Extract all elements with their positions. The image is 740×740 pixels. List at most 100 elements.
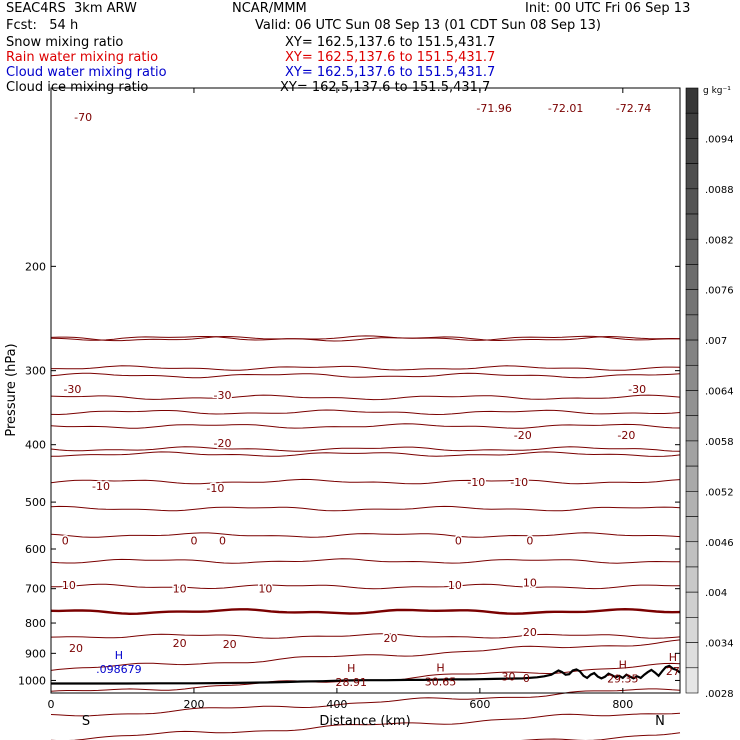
high-marker: H <box>619 659 627 672</box>
colorbar-label: .0052 <box>705 487 734 498</box>
contour-label: 0 <box>455 534 462 547</box>
y-tick-label: 700 <box>25 583 46 596</box>
colorbar-swatch <box>685 138 699 164</box>
colorbar-swatch <box>685 591 699 618</box>
contour-line-10 <box>50 639 681 671</box>
y-tick-label: 200 <box>25 260 46 273</box>
colorbar-swatch <box>685 213 699 240</box>
contour-label: 20 <box>69 642 83 655</box>
contour-line--15 <box>50 532 681 538</box>
contour-label: 0 <box>523 672 530 685</box>
contour-line--5 <box>51 583 681 590</box>
colorbar-swatch <box>685 390 699 417</box>
colorbar-label: .0058 <box>705 437 734 448</box>
contour-line--45 <box>51 365 681 371</box>
contour-line--30 <box>50 451 681 457</box>
x-tick-label: 0 <box>48 698 55 711</box>
contour-label: -30 <box>628 383 646 396</box>
y-tick-label: 1000 <box>18 674 46 687</box>
y-axis-title: Pressure (hPa) <box>4 343 19 436</box>
contour-line--65 <box>50 409 681 416</box>
contour-label: 10 <box>448 579 462 592</box>
contour-label: -71.96 <box>476 102 511 115</box>
contour-label: -10 <box>92 480 110 493</box>
colorbar: .0094 .0088 .0082 .0076 .007 .0064 .0058 .0052.… <box>685 87 734 700</box>
contour-line-0 <box>50 607 681 616</box>
high-marker: H <box>347 662 355 675</box>
high-value-label: 27 <box>666 665 680 678</box>
contour-line--70 <box>50 446 681 452</box>
contour-label: 10 <box>258 583 272 596</box>
contour-label: 20 <box>384 632 398 645</box>
field-snow-name: Snow mixing ratio <box>6 35 124 50</box>
contour-label: 10 <box>173 583 187 596</box>
colorbar-swatch <box>685 440 699 467</box>
terrain-layer <box>51 664 681 685</box>
contour-label: 0 <box>526 534 533 547</box>
contour-line--35 <box>50 423 681 429</box>
x-start-label: S <box>82 714 90 729</box>
contour-label: 20 <box>523 626 537 639</box>
contour-label: -20 <box>514 429 532 442</box>
colorbar-label: .0076 <box>705 286 734 297</box>
colorbar-label: .0034 <box>705 639 734 650</box>
colorbar-unit: g kg⁻¹ <box>703 86 731 96</box>
contour-label: 10 <box>523 577 537 590</box>
colorbar-swatch <box>685 289 699 316</box>
colorbar-swatch <box>685 642 699 669</box>
x-axis-title: Distance (km) <box>319 714 410 729</box>
colorbar-swatch <box>685 364 699 391</box>
x-tick-label: 600 <box>469 698 490 711</box>
colorbar-swatch <box>685 491 699 517</box>
high-marker: H <box>436 661 444 674</box>
colorbar-swatch <box>685 238 699 265</box>
contour-line--60 <box>50 372 681 379</box>
colorbar-label: .0046 <box>705 538 734 549</box>
contour-line--20 <box>50 505 681 512</box>
x-tick-label: 200 <box>183 698 204 711</box>
high-value-label: .098679 <box>96 663 142 676</box>
high-marker: H <box>115 649 123 662</box>
contour-label: -20 <box>214 437 232 450</box>
contour-line--25 <box>50 478 681 485</box>
colorbar-swatch <box>685 314 699 341</box>
high-value-label: 30.65 <box>425 675 457 688</box>
colorbar-swatch <box>685 541 699 568</box>
colorbar-swatch <box>685 188 699 215</box>
terrain-line <box>51 664 681 685</box>
high-marker: H <box>669 651 677 664</box>
temperature-contours <box>50 335 681 740</box>
init-time: Init: 00 UTC Fri 06 Sep 13 <box>525 1 691 16</box>
field-rain-xy: XY= 162.5,137.6 to 151.5,431.7 <box>285 50 496 65</box>
colorbar-label: .004 <box>705 588 727 599</box>
contour-label: -10 <box>206 482 224 495</box>
colorbar-swatch <box>685 87 699 114</box>
colorbar-swatch <box>685 264 699 290</box>
y-tick-label: 300 <box>25 365 46 378</box>
contour-label: -72.74 <box>616 102 651 115</box>
high-value-label: 28.91 <box>335 676 367 689</box>
y-tick-label: 500 <box>25 496 46 509</box>
colorbar-swatch <box>685 465 699 492</box>
colorbar-swatch <box>685 415 699 442</box>
y-tick-label: 400 <box>25 439 46 452</box>
contour-label: -30 <box>214 389 232 402</box>
colorbar-label: .0088 <box>705 185 734 196</box>
contour-line-5 <box>50 633 681 639</box>
contour-label: 0 <box>219 534 226 547</box>
colorbar-swatch <box>685 667 699 694</box>
colorbar-swatch <box>685 112 699 139</box>
colorbar-label: .0082 <box>705 235 734 246</box>
contour-line--55 <box>50 335 681 342</box>
valid-time: Valid: 06 UTC Sun 08 Sep 13 (01 CDT Sun … <box>255 18 601 33</box>
colorbar-label: .0064 <box>705 387 734 398</box>
field-snow-xy: XY= 162.5,137.6 to 151.5,431.7 <box>285 35 496 50</box>
colorbar-swatch <box>685 566 699 593</box>
high-value-label: 29.35 <box>607 673 639 686</box>
x-tick-label: 400 <box>326 698 347 711</box>
contour-label: 10 <box>62 579 76 592</box>
contour-line-25 <box>51 712 681 740</box>
contour-label: 30 <box>501 671 515 684</box>
